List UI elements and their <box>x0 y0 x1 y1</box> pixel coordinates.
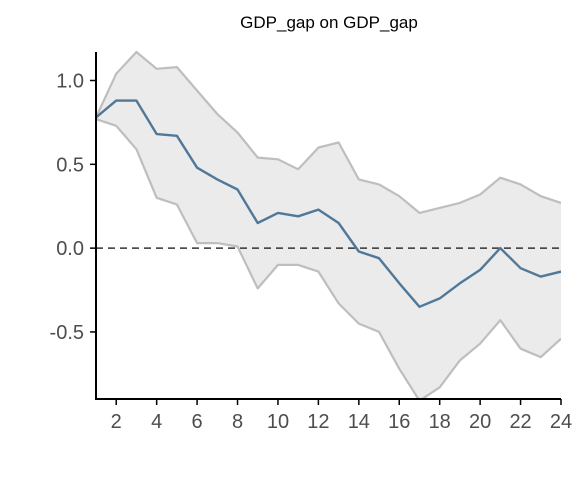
axes: 1.00.50.0-0.52 4 6 8 10 12 14 16 18 20 22 24 <box>50 52 572 433</box>
x-tick-label-7: 16 <box>388 411 410 433</box>
x-tick-label-0: 2 <box>111 411 122 433</box>
upper-bound-line <box>96 50 561 214</box>
x-tick-label-5: 12 <box>307 411 329 433</box>
lower-bound-line <box>96 118 561 399</box>
x-tick-label-2: 6 <box>192 411 203 433</box>
confidence-band <box>96 50 561 399</box>
y-tick-label-2: 0.0 <box>56 238 84 260</box>
x-tick-label-8: 18 <box>429 411 451 433</box>
x-tick-label-9: 20 <box>469 411 491 433</box>
x-tick-label-11: 24 <box>550 411 572 433</box>
band-area <box>96 52 561 399</box>
chart-title: GDP_gap on GDP_gap <box>240 13 418 32</box>
estimate-line <box>96 99 561 308</box>
x-tick-label-10: 22 <box>509 411 531 433</box>
x-tick-label-6: 14 <box>348 411 370 433</box>
x-tick-label-4: 10 <box>267 411 289 433</box>
y-tick-label-0: 1.0 <box>56 70 84 92</box>
y-tick-label-1: 0.5 <box>56 154 84 176</box>
x-tick-label-1: 4 <box>151 411 162 433</box>
y-tick-label-3: -0.5 <box>50 322 84 344</box>
x-tick-label-3: 8 <box>232 411 243 433</box>
